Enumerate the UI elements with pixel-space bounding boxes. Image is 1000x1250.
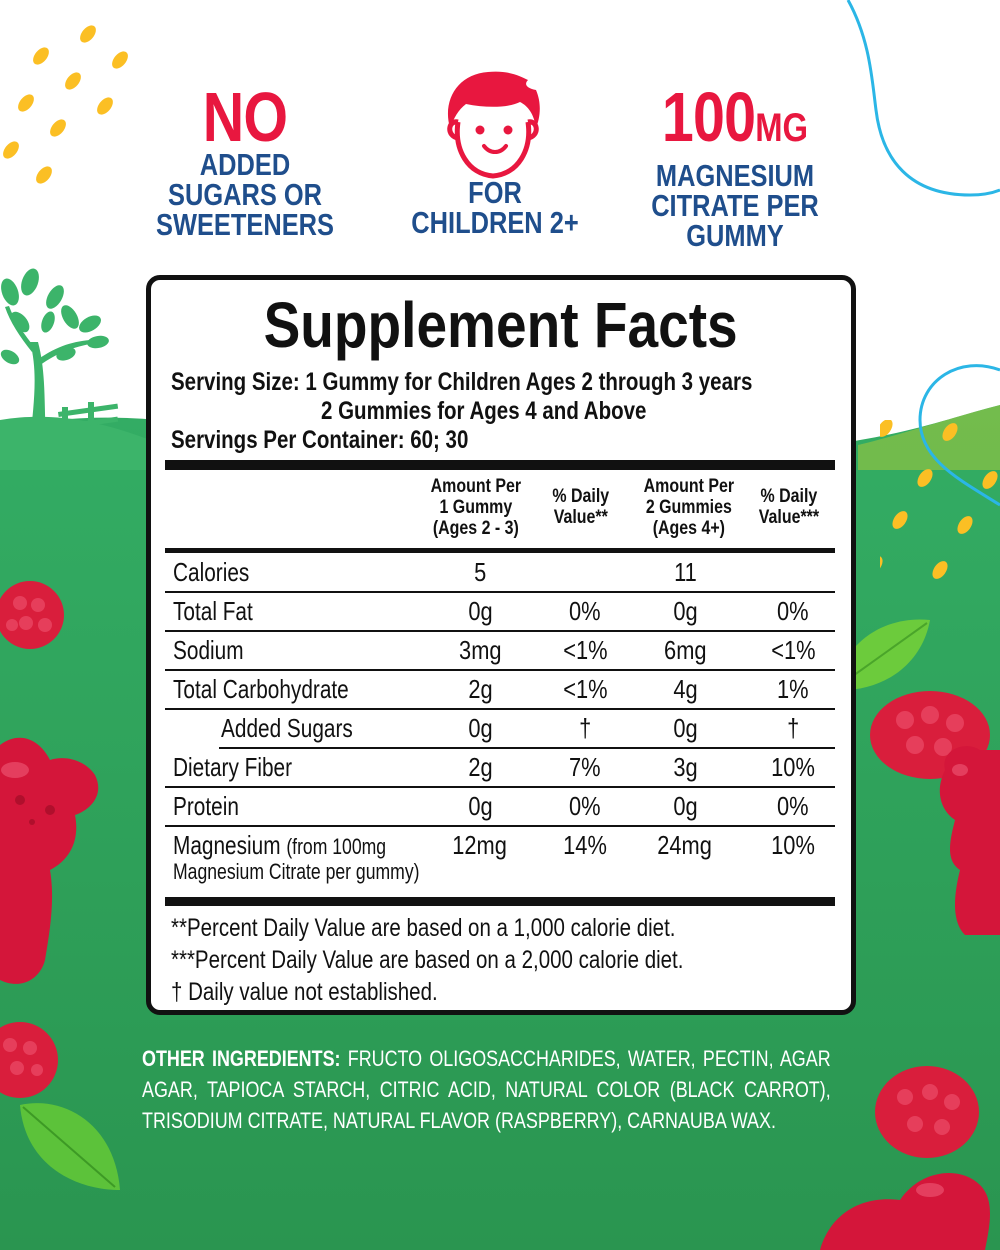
badge-magnesium: 100MG MAGNESIUM CITRATE PER GUMMY [624, 82, 845, 253]
ingredients-label: OTHER INGREDIENTS: [142, 1046, 341, 1071]
table-row-calories: Calories 5 11 [165, 554, 835, 593]
footnote: † Daily value not established. [171, 978, 438, 1006]
yellow-dots-right-decoration [880, 420, 998, 579]
badge-no-line: SUGARS OR [168, 177, 322, 212]
table-row-sodium: Sodium 3mg <1% 6mg <1% [165, 632, 835, 671]
badge-mg-line: MAGNESIUM [655, 158, 815, 193]
table-row-added-sugars: Added Sugars 0g † 0g † [219, 710, 835, 749]
footnotes: **Percent Daily Value are based on a 1,0… [171, 912, 851, 1008]
yellow-dots-decoration [3, 25, 128, 184]
divider-thick [165, 548, 835, 553]
gummy-bear-left [0, 737, 99, 984]
servings-per-container: Servings Per Container: 60; 30 [171, 426, 469, 454]
badge-mg-line: CITRATE PER [651, 188, 819, 223]
cyan-curve-decoration [846, 0, 1000, 197]
divider-thick [165, 460, 835, 470]
table-row-total-fat: Total Fat 0g 0% 0g 0% [165, 593, 835, 632]
badge-no-line: SWEETENERS [156, 207, 334, 242]
badge-no-added-sugars: NO ADDED SUGARS OR SWEETENERS [143, 78, 348, 242]
table-row-dietary-fiber: Dietary Fiber 2g 7% 3g 10% [165, 749, 835, 788]
column-header-amount-1: Amount Per 1 Gummy (Ages 2 - 3) [430, 476, 522, 539]
serving-size-line1: Serving Size: 1 Gummy for Children Ages … [171, 368, 753, 396]
raspberry-right-bottom [875, 1066, 979, 1158]
footnote: **Percent Daily Value are based on a 1,0… [171, 914, 676, 942]
mint-leaf-left [20, 1103, 120, 1190]
badge-mg-line: GUMMY [686, 218, 784, 253]
serving-info: Serving Size: 1 Gummy for Children Ages … [171, 368, 851, 455]
supplement-facts-panel: Supplement Facts Serving Size: 1 Gummy f… [146, 275, 856, 1015]
kid-face-icon [447, 71, 540, 179]
table-row-magnesium: Magnesium (from 100mg Magnesium Citrate … [173, 830, 815, 884]
column-header-dv-2: % Daily Value*** [758, 486, 820, 528]
ingredients-text: FRUCTO OLIGOSACCHARIDES, WATER, PECTIN, … [142, 1046, 831, 1133]
table-row-protein: Protein 0g 0% 0g 0% [165, 788, 835, 827]
badge-no-big: NO [202, 78, 288, 156]
badge-kids-line: CHILDREN 2+ [411, 205, 579, 240]
serving-size-line2: 2 Gummies for Ages 4 and Above [321, 397, 647, 425]
table-row-total-carbohydrate: Total Carbohydrate 2g <1% 4g 1% [165, 671, 835, 710]
column-header-dv-1: % Daily Value** [552, 486, 610, 528]
facts-title: Supplement Facts [263, 289, 739, 361]
other-ingredients: OTHER INGREDIENTS: FRUCTO OLIGOSACCHARID… [142, 1043, 832, 1136]
badge-mg-big: 100 [661, 78, 756, 156]
badge-no-line: ADDED [199, 147, 291, 182]
cyan-loop-decoration [918, 364, 1000, 507]
tree-icon [0, 268, 119, 442]
gummy-bear-bottom-right [820, 1173, 990, 1250]
gummy-bear-right [939, 746, 1000, 935]
badge-mg-unit: MG [755, 106, 809, 150]
raspberry-left-bottom [0, 1022, 58, 1098]
badge-kids-line: FOR [468, 175, 522, 210]
raspberry-left-top [0, 581, 64, 649]
badge-for-children: FOR CHILDREN 2+ [393, 175, 598, 240]
footnote: ***Percent Daily Value are based on a 2,… [171, 946, 684, 974]
divider-thick [165, 897, 835, 906]
column-header-amount-2: Amount Per 2 Gummies (Ages 4+) [643, 476, 734, 539]
